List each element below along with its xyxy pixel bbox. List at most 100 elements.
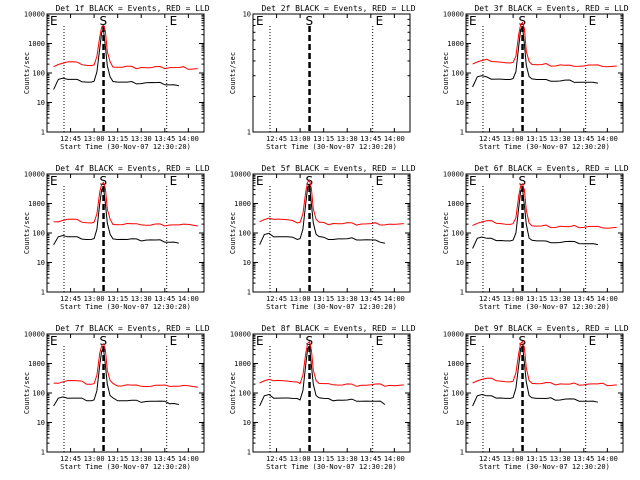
events-series-line (472, 25, 599, 88)
x-tick-label: 12:45 (266, 135, 287, 143)
y-tick-label: 100 (451, 390, 464, 398)
panel-title: Det 8f BLACK = Events, RED = LLD (261, 324, 415, 333)
e-end-label: E (170, 174, 178, 188)
y-tick-label: 10000 (443, 331, 464, 339)
lld-series-line (472, 340, 617, 387)
x-tick-label: 14:00 (178, 295, 199, 303)
x-tick-label: 13:00 (503, 135, 524, 143)
x-tick-label: 13:30 (131, 135, 152, 143)
y-tick-label: 1000 (447, 200, 464, 208)
x-tick-label: 13:30 (550, 135, 571, 143)
y-tick-label: 100 (451, 70, 464, 78)
x-tick-label: 12:45 (479, 455, 500, 463)
y-tick-label: 10 (243, 259, 251, 267)
events-series-line (53, 28, 180, 90)
s-label: S (100, 14, 108, 28)
x-tick-label: 12:45 (60, 295, 81, 303)
x-tick-label: 14:00 (384, 455, 405, 463)
x-tick-label: 13:30 (550, 455, 571, 463)
x-tick-label: 13:15 (313, 295, 334, 303)
s-label: S (100, 174, 108, 188)
x-tick-label: 13:00 (290, 455, 311, 463)
events-series-line (472, 187, 599, 249)
plot-frame (252, 333, 411, 453)
y-axis-label: Counts/sec (442, 212, 450, 254)
y-axis-label: Counts/sec (442, 372, 450, 414)
y-tick-label: 10 (243, 11, 251, 19)
x-tick-label: 13:00 (290, 295, 311, 303)
y-tick-label: 100 (451, 230, 464, 238)
y-tick-label: 10000 (443, 171, 464, 179)
x-axis-label: Start Time (30-Nov-07 12:30:20) (266, 143, 397, 151)
x-tick-label: 14:00 (178, 455, 199, 463)
lld-series-line (472, 183, 617, 229)
x-tick-label: 14:00 (384, 135, 405, 143)
x-axis-label: Start Time (30-Nov-07 12:30:20) (266, 303, 397, 311)
x-tick-label: 13:15 (107, 295, 128, 303)
y-tick-label: 1 (247, 129, 251, 137)
y-tick-label: 1000 (28, 360, 45, 368)
y-tick-label: 100 (238, 230, 251, 238)
x-tick-label: 13:30 (550, 295, 571, 303)
y-tick-label: 10000 (24, 11, 45, 19)
y-axis-label: Counts/sec (229, 212, 237, 254)
e-start-label: E (50, 334, 58, 348)
events-series-line (53, 347, 180, 407)
x-tick-label: 13:15 (313, 455, 334, 463)
x-tick-label: 13:00 (503, 295, 524, 303)
events-series-line (53, 185, 180, 245)
s-label: S (519, 174, 527, 188)
lld-series-line (53, 24, 198, 70)
x-axis-label: Start Time (30-Nov-07 12:30:20) (60, 463, 191, 471)
x-tick-label: 13:30 (131, 455, 152, 463)
x-tick-label: 12:45 (479, 295, 500, 303)
y-tick-label: 1000 (447, 360, 464, 368)
x-tick-label: 13:45 (573, 295, 594, 303)
x-axis-label: Start Time (30-Nov-07 12:30:20) (266, 463, 397, 471)
x-tick-label: 13:30 (337, 295, 358, 303)
plot-frame (252, 173, 411, 293)
plot-frame (46, 333, 205, 453)
x-tick-label: 13:45 (573, 135, 594, 143)
x-tick-label: 14:00 (597, 295, 618, 303)
x-tick-label: 12:45 (266, 295, 287, 303)
x-tick-label: 13:15 (107, 135, 128, 143)
e-start-label: E (50, 174, 58, 188)
x-tick-label: 13:45 (360, 455, 381, 463)
y-tick-label: 1 (247, 449, 251, 457)
plot-frame (465, 173, 624, 293)
events-series-line (472, 344, 599, 407)
x-tick-label: 13:30 (337, 455, 358, 463)
e-end-label: E (376, 334, 384, 348)
lld-series-line (53, 181, 198, 227)
lld-series-line (472, 21, 617, 68)
y-tick-label: 100 (32, 70, 45, 78)
y-tick-label: 10 (243, 419, 251, 427)
x-axis-label: Start Time (30-Nov-07 12:30:20) (479, 143, 610, 151)
x-tick-label: 14:00 (597, 455, 618, 463)
plot-frame (46, 173, 205, 293)
panel-det-6: Det 6f BLACK = Events, RED = LLD 1 10 100 10… (442, 164, 629, 311)
x-tick-label: 13:45 (154, 455, 175, 463)
x-tick-label: 12:45 (266, 455, 287, 463)
x-tick-label: 13:15 (526, 455, 547, 463)
y-tick-label: 1 (41, 449, 45, 457)
lld-series-line (259, 179, 404, 226)
y-tick-label: 10000 (24, 331, 45, 339)
x-tick-label: 13:15 (526, 135, 547, 143)
e-end-label: E (170, 14, 178, 28)
x-tick-label: 13:15 (526, 295, 547, 303)
x-axis-label: Start Time (30-Nov-07 12:30:20) (60, 303, 191, 311)
x-tick-label: 14:00 (178, 135, 199, 143)
e-start-label: E (256, 14, 264, 28)
y-tick-label: 1 (41, 129, 45, 137)
x-tick-label: 12:45 (60, 455, 81, 463)
lld-series-line (53, 342, 198, 388)
panel-title: Det 3f BLACK = Events, RED = LLD (474, 4, 628, 13)
plot-frame (46, 13, 205, 133)
y-tick-label: 1 (460, 449, 464, 457)
y-tick-label: 1000 (234, 360, 251, 368)
y-tick-label: 1 (247, 289, 251, 297)
panel-title: Det 7f BLACK = Events, RED = LLD (55, 324, 209, 333)
panel-det-2: Det 2f BLACK = Events, RED = LLD 1 10 12:45… (229, 4, 416, 151)
